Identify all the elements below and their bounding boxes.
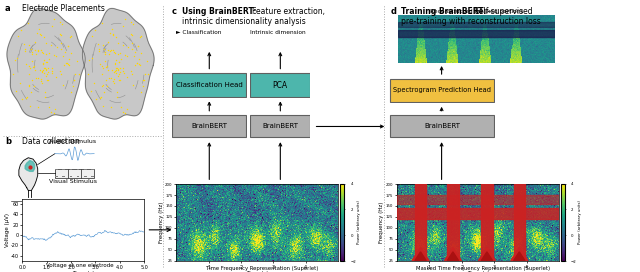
Text: Reconstructed masked portions: Reconstructed masked portions — [430, 9, 524, 14]
Bar — [398, 30, 555, 37]
Bar — [55, 169, 94, 178]
Text: Audio Stimulus: Audio Stimulus — [49, 139, 97, 144]
Bar — [415, 184, 426, 261]
Text: Masked Time Frequency Representation (Superlet): Masked Time Frequency Representation (Su… — [416, 266, 550, 271]
Polygon shape — [444, 248, 461, 261]
Text: a: a — [4, 4, 10, 13]
Text: d: d — [390, 7, 396, 16]
X-axis label: Time (s): Time (s) — [246, 271, 268, 272]
FancyBboxPatch shape — [172, 115, 246, 138]
Text: BrainBERT: BrainBERT — [424, 123, 460, 129]
Polygon shape — [19, 158, 38, 190]
Bar — [447, 184, 459, 261]
Text: Spectrogram Prediction Head: Spectrogram Prediction Head — [393, 87, 491, 94]
Bar — [514, 184, 525, 261]
Text: Data collection: Data collection — [22, 137, 80, 146]
Bar — [398, 22, 555, 27]
Bar — [481, 184, 493, 261]
Bar — [397, 195, 559, 204]
Text: c: c — [172, 7, 177, 16]
Polygon shape — [447, 252, 459, 261]
Text: Using BrainBERT:: Using BrainBERT: — [182, 7, 260, 16]
FancyBboxPatch shape — [250, 73, 310, 97]
Polygon shape — [479, 248, 495, 261]
Y-axis label: Frequency (Hz): Frequency (Hz) — [159, 202, 164, 243]
Polygon shape — [412, 248, 429, 261]
Text: BrainBERT: BrainBERT — [191, 123, 227, 129]
Bar — [70, 176, 72, 178]
Text: Electrode Placements: Electrode Placements — [22, 4, 105, 13]
Text: Time Frequency Representation (Superlet): Time Frequency Representation (Superlet) — [206, 266, 319, 271]
Text: ► Classification: ► Classification — [176, 30, 221, 35]
Bar — [55, 176, 58, 178]
Polygon shape — [481, 252, 493, 261]
X-axis label: Time (s): Time (s) — [72, 271, 94, 272]
Y-axis label: Voltage (μV): Voltage (μV) — [4, 213, 10, 247]
Bar — [63, 169, 65, 170]
Bar — [84, 176, 86, 178]
Text: Self-supervised: Self-supervised — [475, 7, 534, 16]
Text: Training BrainBERT:: Training BrainBERT: — [401, 7, 489, 16]
FancyBboxPatch shape — [250, 115, 310, 138]
Text: b: b — [4, 137, 11, 146]
Text: Voltage at one electrode: Voltage at one electrode — [46, 263, 114, 268]
FancyBboxPatch shape — [390, 115, 493, 138]
Y-axis label: Power (arbitrary units): Power (arbitrary units) — [357, 200, 362, 244]
Y-axis label: Power (arbitrary units): Power (arbitrary units) — [578, 200, 582, 244]
Text: Visual Stimulus: Visual Stimulus — [49, 179, 97, 184]
Bar — [55, 169, 58, 170]
Bar — [70, 169, 72, 170]
Bar — [92, 176, 94, 178]
Bar — [77, 169, 79, 170]
Text: Intrinsic dimension: Intrinsic dimension — [250, 30, 305, 35]
Polygon shape — [7, 8, 85, 119]
X-axis label: Time (s): Time (s) — [467, 271, 489, 272]
Polygon shape — [83, 8, 154, 119]
Bar — [84, 169, 86, 170]
Text: Classification Head: Classification Head — [176, 82, 243, 88]
FancyBboxPatch shape — [172, 73, 246, 97]
Polygon shape — [511, 248, 528, 261]
Bar — [397, 208, 559, 219]
Text: BrainBERT: BrainBERT — [262, 123, 298, 129]
Polygon shape — [25, 160, 35, 171]
FancyBboxPatch shape — [390, 79, 493, 102]
Polygon shape — [415, 252, 426, 261]
Text: PCA: PCA — [273, 81, 287, 89]
Y-axis label: Frequency (Hz): Frequency (Hz) — [380, 202, 385, 243]
Bar — [63, 176, 65, 178]
Polygon shape — [514, 252, 525, 261]
Bar — [77, 176, 79, 178]
Text: intrinsic dimensionality analysis: intrinsic dimensionality analysis — [182, 17, 306, 26]
Text: pre-training with reconstruction loss: pre-training with reconstruction loss — [401, 17, 541, 26]
Bar — [92, 169, 94, 170]
Text: Feature extraction,: Feature extraction, — [252, 7, 324, 16]
